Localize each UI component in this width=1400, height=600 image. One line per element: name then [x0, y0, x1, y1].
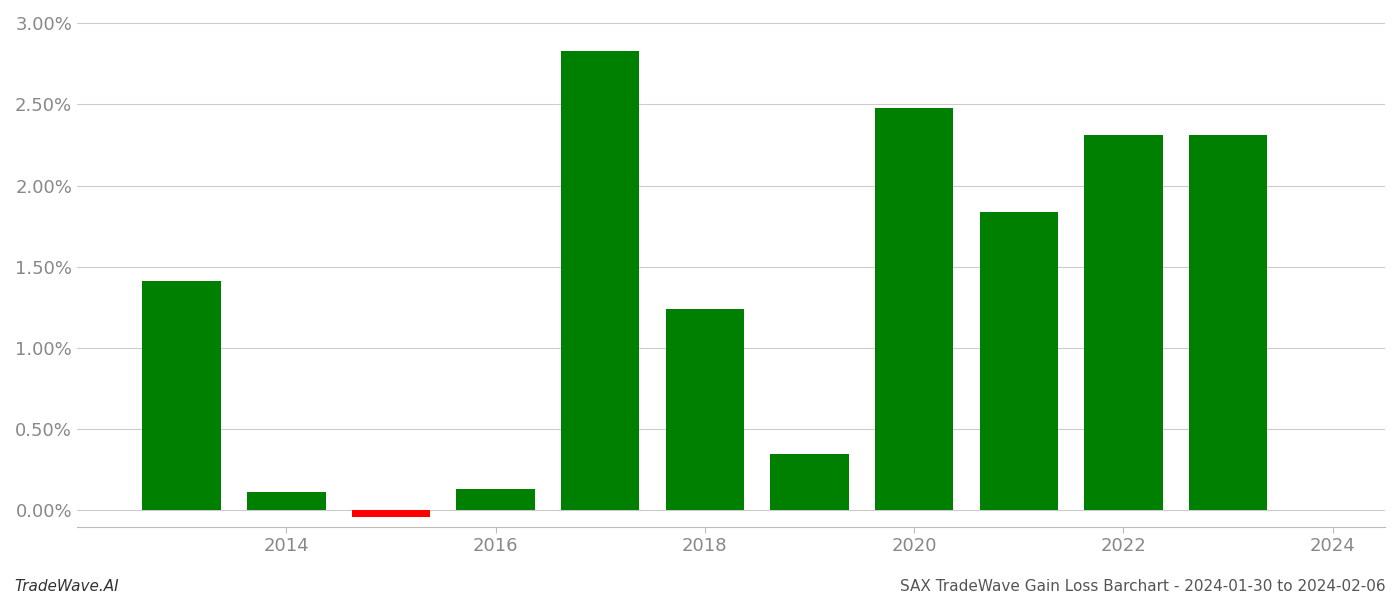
Bar [246, 493, 326, 511]
Bar [875, 107, 953, 511]
Bar [665, 309, 743, 511]
Bar [1189, 135, 1267, 511]
Text: SAX TradeWave Gain Loss Barchart - 2024-01-30 to 2024-02-06: SAX TradeWave Gain Loss Barchart - 2024-… [900, 579, 1386, 594]
Bar [143, 281, 221, 511]
Bar [561, 51, 640, 511]
Bar [770, 454, 848, 511]
Bar [351, 511, 430, 517]
Bar [456, 489, 535, 511]
Bar [1084, 135, 1162, 511]
Bar [980, 212, 1058, 511]
Text: TradeWave.AI: TradeWave.AI [14, 579, 119, 594]
